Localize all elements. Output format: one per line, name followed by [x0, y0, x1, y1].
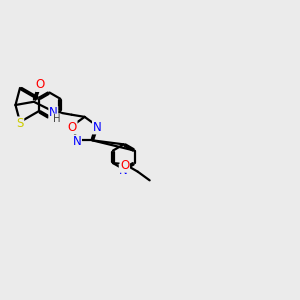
- Text: N: N: [49, 106, 58, 119]
- Text: N: N: [93, 121, 101, 134]
- Text: O: O: [36, 78, 45, 92]
- Text: S: S: [16, 117, 24, 130]
- Text: N: N: [119, 164, 128, 177]
- Text: N: N: [73, 135, 81, 148]
- Text: O: O: [68, 121, 77, 134]
- Text: H: H: [53, 114, 61, 124]
- Text: O: O: [120, 159, 129, 172]
